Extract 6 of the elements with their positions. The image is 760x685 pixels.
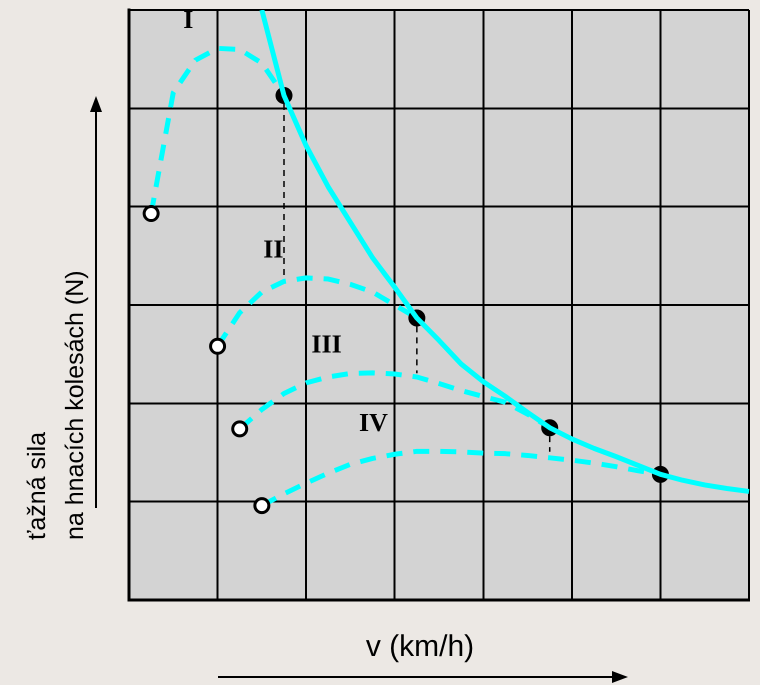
y-axis-title: ťažná sila na hnacích kolesách (N)	[22, 269, 90, 540]
series-label: IV	[359, 408, 388, 438]
series-label: II	[263, 234, 284, 264]
series-label: III	[311, 330, 342, 359]
x-axis-title: v (km/h)	[364, 630, 476, 664]
series-label: I	[183, 5, 194, 34]
